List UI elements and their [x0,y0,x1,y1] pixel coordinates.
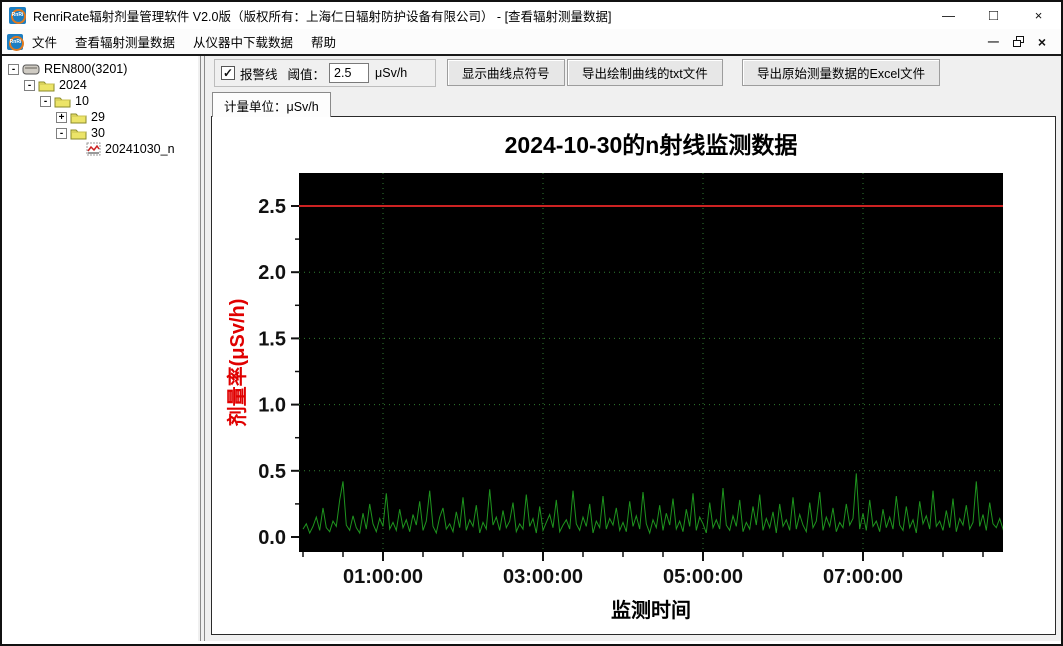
monitoring-chart: 2024-10-30的n射线监测数据 0.0 0.5 1.0 1.5 2.0 2.5 01:0… [225,132,1003,622]
window-title: RenriRate辐射剂量管理软件 V2.0版（版权所有：上海仁日辐射防护设备有… [33,10,612,24]
alarm-line-groupbox: ✓ 报警线 阈值： μSv/h [214,59,436,87]
close-button[interactable]: × [1034,8,1043,23]
alarm-line-label: 报警线 [240,67,278,82]
child-restore-icon[interactable] [1012,36,1024,47]
tree-node-29[interactable]: +29 [2,109,198,125]
folder-icon [38,81,55,91]
svg-text:07:00:00: 07:00:00 [823,566,903,588]
tree-node-label: REN800(3201) [44,62,128,76]
svg-text:监测时间: 监测时间 [611,599,691,622]
tree-node-label: 10 [75,94,89,108]
folder-icon [54,97,71,107]
child-window-icon [7,33,24,51]
mdi-child-controls: — × [987,33,1056,50]
svg-text:01:00:00: 01:00:00 [343,566,423,588]
device-icon [22,64,40,74]
alarm-line-checkbox[interactable]: ✓ [221,66,235,80]
maximize-button[interactable]: □ [988,7,999,24]
svg-text:0.5: 0.5 [258,461,286,483]
unit-tab[interactable]: 计量单位：μSv/h [212,92,331,117]
tree-node-30[interactable]: - 30 [2,125,198,141]
tree-expander-icon[interactable]: - [56,127,67,139]
svg-text:03:00:00: 03:00:00 [503,566,583,588]
svg-text:1.0: 1.0 [258,395,286,417]
folder-icon [70,113,87,123]
tree-node-10[interactable]: - 10 [2,93,198,109]
tree-expander-icon[interactable]: - [24,79,35,91]
svg-text:2.5: 2.5 [258,196,286,218]
tree-node-ren800-3201-[interactable]: - REN800(3201) [2,61,198,77]
svg-text:2.0: 2.0 [258,262,286,284]
tree-expander-icon[interactable]: - [40,95,51,107]
tree-node-label: 20241030_n [105,142,175,156]
menu-file[interactable]: 文件 [32,36,58,50]
tree-node-label: 30 [91,126,105,140]
main-panel: ✓ 报警线 阈值： μSv/h 显示曲线点符号 导出绘制曲线的txt文件 导出原… [209,56,1061,641]
svg-text:2024-10-30的n射线监测数据: 2024-10-30的n射线监测数据 [505,132,798,158]
menu-bar: 文件 查看辐射测量数据 从仪器中下载数据 帮助 — × [2,29,1061,56]
threshold-input[interactable] [329,63,370,83]
export-curve-txt-button[interactable]: 导出绘制曲线的txt文件 [567,59,723,86]
export-raw-excel-button[interactable]: 导出原始测量数据的Excel文件 [742,59,941,86]
show-curve-points-button[interactable]: 显示曲线点符号 [447,59,565,86]
title-bar: RenriRate辐射剂量管理软件 V2.0版（版权所有：上海仁日辐射防护设备有… [2,2,1061,29]
window-controls: — □ × [926,2,1061,29]
menu-download-from-instrument[interactable]: 从仪器中下载数据 [193,36,294,50]
chart-container: 2024-10-30的n射线监测数据 0.0 0.5 1.0 1.5 2.0 2.5 01:0… [211,116,1056,635]
folder-icon [70,129,87,139]
tree-node-2024[interactable]: - 2024 [2,77,198,93]
content-area: - REN800(3201) -2024-10 +29-30 20241030_n ✓ … [2,56,1061,641]
tree-expander-icon[interactable]: + [56,111,67,123]
svg-text:05:00:00: 05:00:00 [663,566,743,588]
threshold-unit-label: μSv/h [375,66,408,80]
panel-splitter[interactable] [198,56,209,641]
threshold-label: 阈值： [287,67,326,82]
tree-node-label: 2024 [59,78,87,92]
svg-text:0.0: 0.0 [258,527,286,549]
device-tree-panel: - REN800(3201) -2024-10 +29-30 20241030_n [2,56,198,641]
tree-node-20241030_n[interactable]: 20241030_n [2,141,198,157]
child-minimize-icon[interactable]: — [987,35,999,48]
tree-node-label: 29 [91,110,105,124]
svg-text:1.5: 1.5 [258,328,286,350]
menu-view-measurement-data[interactable]: 查看辐射测量数据 [75,36,176,50]
minimize-button[interactable]: — [942,8,955,23]
menu-help[interactable]: 帮助 [311,36,337,50]
app-logo-icon [9,7,26,24]
tree-expander-icon[interactable]: - [8,63,19,75]
chart-file-icon [86,142,101,156]
svg-text:剂量率(μSv/h): 剂量率(μSv/h) [225,299,249,427]
child-close-icon[interactable]: × [1037,33,1046,50]
